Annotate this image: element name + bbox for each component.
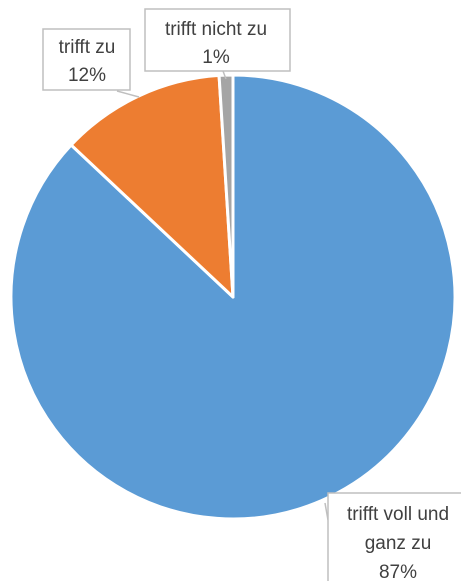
slice-value: 12%	[68, 65, 106, 86]
leader-line-trifft-zu	[116, 90, 140, 98]
pie-slice-trifft-nicht-zu	[217, 73, 235, 299]
slice-label-line-2: ganz zu	[365, 533, 432, 554]
pie-slices	[9, 73, 457, 521]
slice-value: 87%	[379, 562, 417, 581]
data-label-trifft-zu: trifft zu 12%	[42, 28, 131, 91]
slice-label: trifft nicht zu	[165, 19, 267, 40]
slice-label-line-1: trifft voll und	[347, 504, 449, 525]
data-labels: trifft voll und ganz zu 87% trifft zu 12…	[42, 8, 461, 581]
slice-label: trifft zu	[59, 37, 116, 58]
slice-value: 1%	[202, 47, 230, 68]
data-label-trifft-nicht-zu: trifft nicht zu 1%	[144, 8, 291, 72]
data-label-trifft-voll-und-ganz-zu: trifft voll und ganz zu 87%	[327, 492, 461, 581]
leader-line-trifft-nicht-zu	[222, 70, 227, 80]
